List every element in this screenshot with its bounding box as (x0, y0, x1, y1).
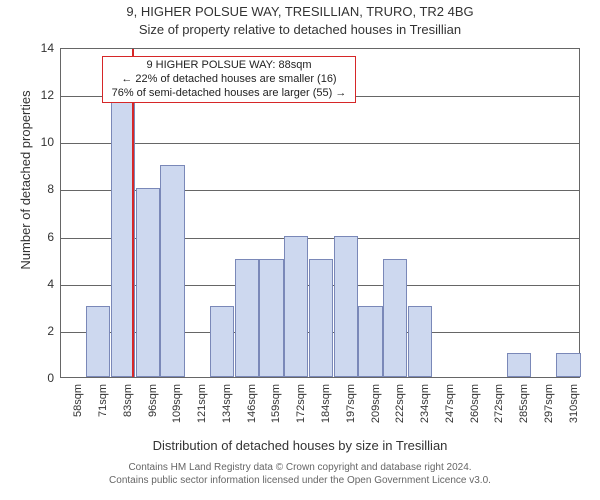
callout-line-2: ← 22% of detached houses are smaller (16… (107, 73, 351, 87)
footer-line-1: Contains HM Land Registry data © Crown c… (0, 462, 600, 475)
y-tick-label: 10 (30, 135, 54, 149)
x-tick-label: 285sqm (518, 384, 530, 434)
chart-container: 9, HIGHER POLSUE WAY, TRESILLIAN, TRURO,… (0, 0, 600, 500)
y-tick-label: 4 (30, 277, 54, 291)
page-subtitle: Size of property relative to detached ho… (0, 22, 600, 37)
x-tick-label: 121sqm (196, 384, 208, 434)
x-tick-label: 172sqm (295, 384, 307, 434)
histogram-bar (160, 165, 184, 377)
histogram-bar (334, 236, 358, 377)
histogram-bar (210, 306, 234, 377)
y-tick-label: 12 (30, 88, 54, 102)
gridline (61, 143, 579, 144)
x-tick-label: 83sqm (122, 384, 134, 434)
attribution-footer: Contains HM Land Registry data © Crown c… (0, 462, 600, 487)
x-tick-label: 209sqm (370, 384, 382, 434)
histogram-bar (136, 188, 160, 377)
histogram-bar (507, 353, 531, 377)
y-tick-label: 14 (30, 41, 54, 55)
callout-line-3: 76% of semi-detached houses are larger (… (107, 87, 351, 101)
x-tick-label: 58sqm (72, 384, 84, 434)
callout-line-1: 9 HIGHER POLSUE WAY: 88sqm (107, 59, 351, 73)
x-tick-label: 247sqm (444, 384, 456, 434)
x-tick-label: 134sqm (221, 384, 233, 434)
x-tick-label: 310sqm (568, 384, 580, 434)
histogram-bar (86, 306, 110, 377)
x-tick-label: 297sqm (543, 384, 555, 434)
x-tick-label: 272sqm (493, 384, 505, 434)
y-tick-label: 6 (30, 230, 54, 244)
x-tick-label: 184sqm (320, 384, 332, 434)
histogram-bar (284, 236, 308, 377)
x-tick-label: 146sqm (246, 384, 258, 434)
x-axis-label: Distribution of detached houses by size … (0, 438, 600, 453)
histogram-bar (235, 259, 259, 377)
histogram-bar (408, 306, 432, 377)
x-tick-label: 109sqm (171, 384, 183, 434)
property-callout: 9 HIGHER POLSUE WAY: 88sqm ← 22% of deta… (102, 56, 356, 103)
page-title: 9, HIGHER POLSUE WAY, TRESILLIAN, TRURO,… (0, 4, 600, 19)
x-tick-label: 71sqm (97, 384, 109, 434)
histogram-bar (358, 306, 382, 377)
histogram-bar (309, 259, 333, 377)
x-tick-label: 159sqm (270, 384, 282, 434)
y-tick-label: 8 (30, 182, 54, 196)
x-tick-label: 260sqm (469, 384, 481, 434)
histogram-bar (556, 353, 580, 377)
y-tick-label: 2 (30, 324, 54, 338)
histogram-bar (259, 259, 283, 377)
footer-line-2: Contains public sector information licen… (0, 475, 600, 488)
x-tick-label: 96sqm (147, 384, 159, 434)
x-tick-label: 234sqm (419, 384, 431, 434)
x-tick-label: 197sqm (345, 384, 357, 434)
y-tick-label: 0 (30, 371, 54, 385)
x-tick-label: 222sqm (394, 384, 406, 434)
histogram-bar (383, 259, 407, 377)
